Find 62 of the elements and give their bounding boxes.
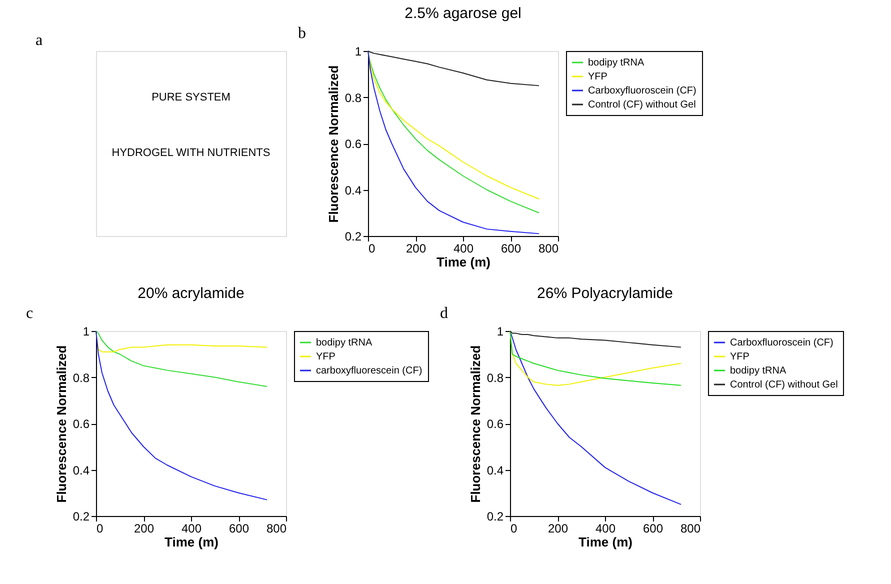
- line-series: [510, 330, 682, 348]
- legend-label: Carboxyfluoroscein (CF): [588, 86, 696, 96]
- y-tick-label: 0.4: [72, 463, 90, 478]
- x-tick-label: 800: [680, 522, 701, 536]
- line-series: [96, 330, 268, 500]
- y-tick-label: 0.6: [344, 137, 362, 151]
- x-tick-label: 600: [228, 522, 250, 536]
- legend-label: bodipy tRNA: [730, 366, 786, 376]
- x-tick-label: 400: [453, 242, 474, 256]
- legend-label: Carboxfluoroscein (CF): [730, 338, 834, 348]
- legend-label: YFP: [730, 352, 750, 362]
- line-series: [368, 50, 540, 86]
- x-tick-label: 800: [538, 242, 559, 256]
- y-tick-label: 1: [82, 324, 90, 338]
- x-tick-label: 800: [266, 522, 287, 536]
- y-tick-label: 0.8: [486, 370, 504, 385]
- x-axis-title: Time (m): [578, 534, 632, 550]
- text: c: [26, 305, 34, 322]
- legend-label: Control (CF) without Gel: [730, 380, 838, 390]
- y-tick-label: 0.6: [486, 417, 504, 431]
- y-tick-label: 0.4: [344, 183, 362, 198]
- y-tick-label: 0.2: [486, 510, 504, 524]
- text: a: [35, 32, 43, 49]
- text: PURE SYSTEM: [152, 91, 230, 104]
- x-tick-label: 600: [642, 522, 664, 536]
- y-tick-label: 0.8: [344, 90, 362, 105]
- x-tick-label: 600: [500, 242, 522, 256]
- legend-label: bodipy tRNA: [316, 338, 372, 348]
- chart-title: 20% acrylamide: [138, 285, 244, 302]
- text: HYDROGEL WITH NUTRIENTS: [112, 146, 270, 159]
- text: d: [440, 305, 448, 322]
- y-tick-label: 1: [354, 44, 362, 58]
- legend-label: carboxyfluorescein (CF): [316, 366, 422, 376]
- y-tick-label: 0.8: [72, 370, 90, 385]
- line-series: [96, 330, 268, 352]
- x-tick-label: 400: [595, 522, 616, 536]
- x-axis-title: Time (m): [164, 534, 218, 550]
- x-tick-label: 0: [368, 242, 376, 256]
- line-series: [96, 330, 268, 387]
- x-tick-label: 200: [134, 522, 154, 536]
- text: b: [298, 25, 306, 42]
- y-tick-label: 1: [496, 324, 504, 338]
- y-tick-label: 0.2: [344, 230, 362, 244]
- y-tick-label: 0.6: [72, 417, 90, 431]
- line-series: [510, 330, 682, 505]
- chart-title: 2.5% agarose gel: [404, 5, 522, 22]
- x-tick-label: 400: [181, 522, 202, 536]
- y-axis-title: Fluorescence Normalized: [326, 65, 341, 223]
- x-tick-label: 200: [406, 242, 426, 256]
- y-tick-label: 0.4: [486, 463, 504, 478]
- x-tick-label: 0: [510, 522, 518, 536]
- chart-title: 26% Polyacrylamide: [537, 285, 673, 302]
- x-tick-label: 200: [548, 522, 568, 536]
- legend-label: YFP: [316, 352, 336, 362]
- legend-label: YFP: [588, 72, 608, 82]
- legend-label: bodipy tRNA: [588, 58, 644, 68]
- legend-label: Control (CF) without Gel: [588, 100, 696, 110]
- y-tick-label: 0.2: [72, 510, 90, 524]
- y-axis-title: Fluorescence Normalized: [54, 345, 69, 503]
- x-tick-label: 0: [96, 522, 104, 536]
- x-axis-title: Time (m): [436, 254, 490, 270]
- y-axis-title: Fluorescence Normalized: [468, 345, 483, 503]
